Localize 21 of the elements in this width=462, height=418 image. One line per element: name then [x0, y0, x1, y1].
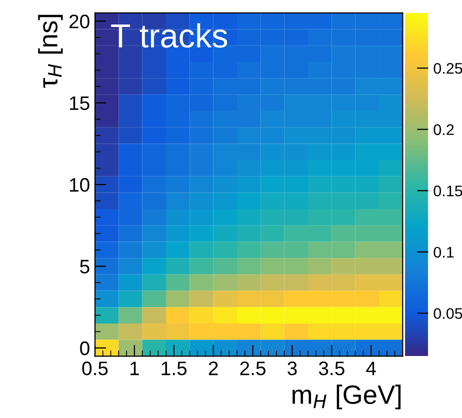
- y-axis-title: τ$_{H}$ [ns]: [38, 14, 63, 88]
- x-axis-title: m$_{H}$ [GeV]: [292, 384, 401, 410]
- color-bar-label: 0.1: [434, 246, 454, 258]
- x-tick-label: 1.5: [162, 362, 187, 376]
- x-tick-label: 1: [130, 362, 139, 376]
- color-bar-label: 0.15: [434, 186, 462, 196]
- color-bar-label: 0.2: [434, 124, 454, 136]
- color-bar-label: 0.05: [434, 308, 462, 319]
- color-bar-label: 0.25: [434, 62, 462, 74]
- y-tick-label: 10: [70, 178, 90, 192]
- y-tick-label: 15: [70, 96, 90, 110]
- x-tick-label: 2.5: [240, 362, 266, 376]
- chart-title: T tracks: [111, 23, 228, 48]
- y-tick-label: 20: [69, 14, 90, 28]
- x-tick-label: 3: [288, 362, 297, 376]
- x-tick-label: 0.5: [82, 362, 108, 376]
- x-tick-label: 4: [366, 362, 376, 376]
- y-tick-label: 0: [80, 341, 90, 356]
- x-tick-label: 3.5: [318, 362, 344, 376]
- x-tick-label: 2: [208, 362, 218, 376]
- y-tick-label: 5: [80, 260, 90, 274]
